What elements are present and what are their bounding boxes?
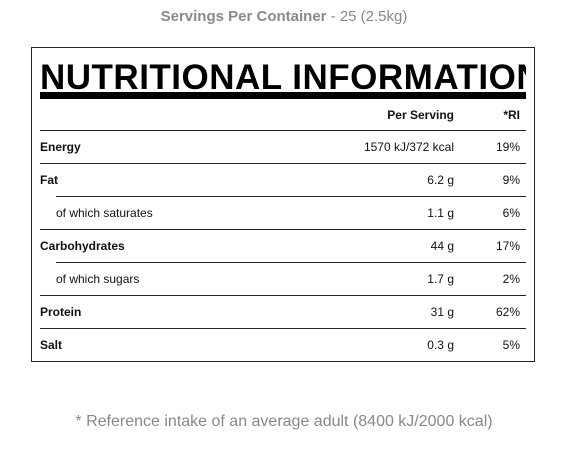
ri-value: 19% [495, 140, 520, 154]
ri-value: 2% [502, 272, 520, 286]
ri-value: 17% [495, 239, 520, 253]
ri-value: 62% [495, 305, 520, 319]
table-row-energy: Energy 1570 kJ/372 kcal 19% [40, 131, 526, 164]
table-row-sugars: of which sugars 1.7 g 2% [40, 263, 526, 296]
table-row-carbohydrates: Carbohydrates 44 g 17% [40, 230, 526, 263]
ri-value: 6% [502, 206, 520, 220]
reference-intake-footnote: * Reference intake of an average adult (… [75, 413, 493, 430]
nutrient-name: Energy [40, 140, 81, 154]
ri-value: 5% [502, 338, 520, 352]
nutrient-name: Salt [40, 338, 63, 352]
table-row-fat: Fat 6.2 g 9% [40, 164, 526, 197]
ri-value: 9% [502, 173, 520, 187]
servings-per-container: Servings Per Container - 25 (2.5kg) [0, 8, 568, 25]
nutrient-name: of which saturates [56, 206, 153, 220]
nutrition-panel: NUTRITIONAL INFORMATION Per Serving *RI … [31, 47, 535, 362]
per-serving-value: 1.1 g [427, 206, 454, 220]
row-divider [40, 229, 526, 230]
nutrient-name: Carbohydrates [40, 239, 125, 253]
table-row-saturates: of which saturates 1.1 g 6% [40, 197, 526, 230]
nutrition-table: Per Serving *RI Energy 1570 kJ/372 kcal … [40, 99, 526, 362]
table-header-row: Per Serving *RI [40, 99, 526, 131]
row-divider [56, 262, 526, 263]
per-serving-value: 0.3 g [427, 338, 454, 352]
row-divider [56, 196, 526, 197]
servings-value: - 25 (2.5kg) [326, 8, 408, 25]
per-serving-value: 1.7 g [427, 272, 454, 286]
table-row-protein: Protein 31 g 62% [40, 296, 526, 329]
per-serving-value: 6.2 g [427, 173, 454, 187]
per-serving-value: 1570 kJ/372 kcal [363, 140, 454, 154]
title-divider [40, 92, 526, 99]
row-divider [40, 130, 526, 131]
nutrient-name: Protein [40, 305, 82, 319]
per-serving-value: 44 g [430, 239, 454, 253]
servings-label: Servings Per Container [160, 8, 327, 25]
row-divider [40, 295, 526, 296]
panel-title: NUTRITIONAL INFORMATION [40, 58, 526, 97]
nutrient-name: Fat [40, 173, 58, 187]
nutrient-name: of which sugars [56, 272, 140, 286]
table-row-salt: Salt 0.3 g 5% [40, 329, 526, 362]
per-serving-value: 31 g [430, 305, 454, 319]
column-header-per-serving: Per Serving [387, 108, 454, 122]
row-divider [40, 163, 526, 164]
column-header-ri: *RI [503, 108, 520, 122]
row-divider [40, 328, 526, 329]
